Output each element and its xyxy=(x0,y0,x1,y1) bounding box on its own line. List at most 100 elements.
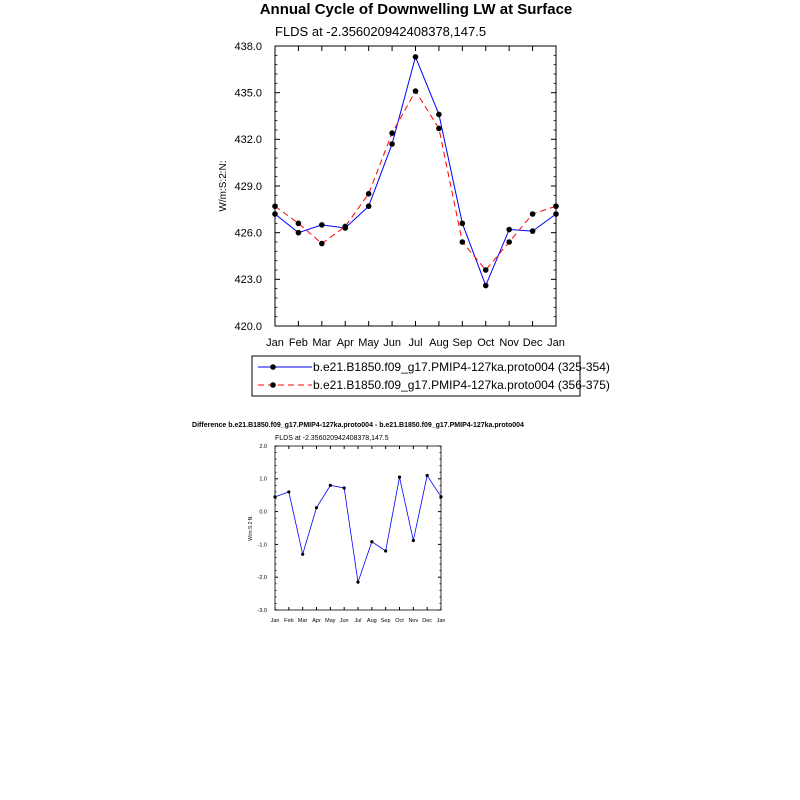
diff-y-tick-label: -1.0 xyxy=(258,542,267,548)
main-chart-subtitle: FLDS at -2.356020942408378,147.5 xyxy=(275,24,486,39)
main-x-tick-label: Apr xyxy=(337,337,354,349)
diff-y-tick-label: -2.0 xyxy=(258,575,267,581)
main-series-2-point xyxy=(365,190,372,197)
main-x-tick-label: Jun xyxy=(383,337,401,349)
diff-x-tick-label: Sep xyxy=(381,618,391,624)
main-series-1-point xyxy=(412,54,419,60)
main-x-tick-label: Aug xyxy=(429,337,449,349)
main-y-axis: 420.0 423.0 426.0 429.0 432.0 435.0 438.0 xyxy=(234,41,556,333)
diff-x-tick-label: Dec xyxy=(422,618,432,624)
main-series-2-point xyxy=(412,88,419,94)
legend-label-series-1: b.e21.B1850.f09_g17.PMIP4-127ka.proto004… xyxy=(313,360,610,374)
diff-x-tick-label: Apr xyxy=(312,618,321,624)
difference-y-axis: -3.0 -2.0 -1.0 0.0 1.0 2.0 xyxy=(258,444,441,614)
diff-x-tick-label: Jan xyxy=(437,618,446,624)
main-series-2-point xyxy=(342,223,349,230)
diff-y-tick-label: -3.0 xyxy=(258,608,267,614)
diff-y-tick-label: 0.0 xyxy=(259,510,267,516)
diff-x-tick-label: Feb xyxy=(284,618,293,624)
diff-y-tick-label: 1.0 xyxy=(259,477,267,483)
diff-series-1-point xyxy=(370,540,374,544)
main-y-tick-label: 426.0 xyxy=(234,228,262,240)
main-series-1-point xyxy=(482,282,489,289)
main-series-1-point xyxy=(319,222,325,228)
difference-chart: Difference b.e21.B1850.f09_g17.PMIP4-127… xyxy=(192,422,524,624)
main-series-2-point xyxy=(482,267,489,273)
main-x-tick-label: Jul xyxy=(408,337,422,349)
diff-x-tick-label: Nov xyxy=(408,618,418,624)
diff-x-tick-label: May xyxy=(325,618,336,624)
main-x-tick-label: Nov xyxy=(499,337,519,349)
difference-series-group xyxy=(273,473,443,584)
diff-series-1-point xyxy=(425,473,429,478)
main-series-2-point xyxy=(389,130,395,136)
main-series-2-point xyxy=(459,239,466,245)
diff-series-1-point xyxy=(384,549,388,553)
diff-series-1-point xyxy=(356,580,360,584)
main-series-2-point xyxy=(295,220,302,227)
main-x-tick-label: Dec xyxy=(523,337,543,349)
diff-x-tick-label: Oct xyxy=(395,618,404,624)
diff-series-1-point xyxy=(411,538,415,543)
main-series-1-point xyxy=(295,229,302,236)
diff-x-tick-label: Jul xyxy=(354,618,361,624)
main-series-1-point xyxy=(365,203,372,210)
diff-series-1-point xyxy=(314,506,319,510)
diff-x-tick-label: Mar xyxy=(298,618,308,624)
main-y-tick-label: 423.0 xyxy=(234,274,262,286)
main-series-2-point xyxy=(529,211,536,217)
diff-series-1-point xyxy=(342,486,346,490)
main-x-tick-label: Feb xyxy=(289,337,308,349)
main-series-line-2 xyxy=(274,90,557,271)
diff-x-tick-label: Aug xyxy=(367,618,377,624)
main-series-1-point xyxy=(553,211,559,217)
diff-series-1-point xyxy=(397,475,402,479)
main-x-tick-label: Jan xyxy=(547,337,565,349)
legend-marker-series-2 xyxy=(270,382,276,388)
main-y-axis-label: W/m:S:2:N: xyxy=(218,160,229,211)
main-x-tick-label: Oct xyxy=(477,337,494,349)
main-x-tick-label: Jan xyxy=(266,337,284,349)
main-series-1-point xyxy=(506,226,512,233)
main-y-tick-label: 438.0 xyxy=(234,41,262,53)
legend-box xyxy=(251,355,581,397)
diff-x-tick-label: Jan xyxy=(271,618,280,624)
main-y-tick-label: 432.0 xyxy=(234,134,262,146)
main-series-2-point xyxy=(506,239,512,245)
difference-y-axis-label: W/m:S:2:N: xyxy=(248,515,254,541)
main-legend: b.e21.B1850.f09_g17.PMIP4-127ka.proto004… xyxy=(251,355,610,397)
diff-series-1-point xyxy=(287,490,291,494)
difference-chart-title: Difference b.e21.B1850.f09_g17.PMIP4-127… xyxy=(192,422,524,429)
diff-series-1-point xyxy=(301,552,305,556)
legend-marker-series-1 xyxy=(270,364,276,370)
diff-series-line-1 xyxy=(274,474,442,583)
difference-chart-subtitle: FLDS at -2.356020942408378,147.5 xyxy=(275,435,389,442)
main-x-tick-label: May xyxy=(358,337,379,349)
main-y-tick-label: 429.0 xyxy=(234,181,262,193)
main-y-tick-label: 435.0 xyxy=(234,88,262,100)
diff-series-1-point xyxy=(273,495,277,499)
main-series-1-point xyxy=(272,211,278,217)
main-series-2-point xyxy=(553,203,559,210)
main-plot-frame xyxy=(274,45,557,327)
main-series-1-point xyxy=(459,220,466,227)
main-series-1-point xyxy=(389,141,395,147)
main-x-axis: Jan Feb Mar Apr May Jun Jul Aug Sep Oct Nov Dec Jan xyxy=(266,46,565,349)
main-x-tick-label: Sep xyxy=(453,337,473,349)
main-series-2-point xyxy=(436,125,442,132)
diff-y-tick-label: 2.0 xyxy=(259,444,267,450)
main-series-1-point xyxy=(529,228,536,234)
main-y-tick-label: 420.0 xyxy=(234,321,262,333)
main-series-group xyxy=(272,54,559,289)
legend-label-series-2: b.e21.B1850.f09_g17.PMIP4-127ka.proto004… xyxy=(313,378,610,392)
diff-x-tick-label: Jun xyxy=(340,618,349,624)
main-series-1-point xyxy=(436,111,442,118)
main-series-2-point xyxy=(272,203,278,210)
main-x-tick-label: Mar xyxy=(312,337,331,349)
diff-series-1-point xyxy=(439,495,443,499)
diff-series-1-point xyxy=(328,483,332,487)
main-chart-title: Annual Cycle of Downwelling LW at Surfac… xyxy=(260,1,573,18)
main-series-2-point xyxy=(319,240,325,247)
main-chart: Annual Cycle of Downwelling LW at Surfac… xyxy=(218,1,572,349)
